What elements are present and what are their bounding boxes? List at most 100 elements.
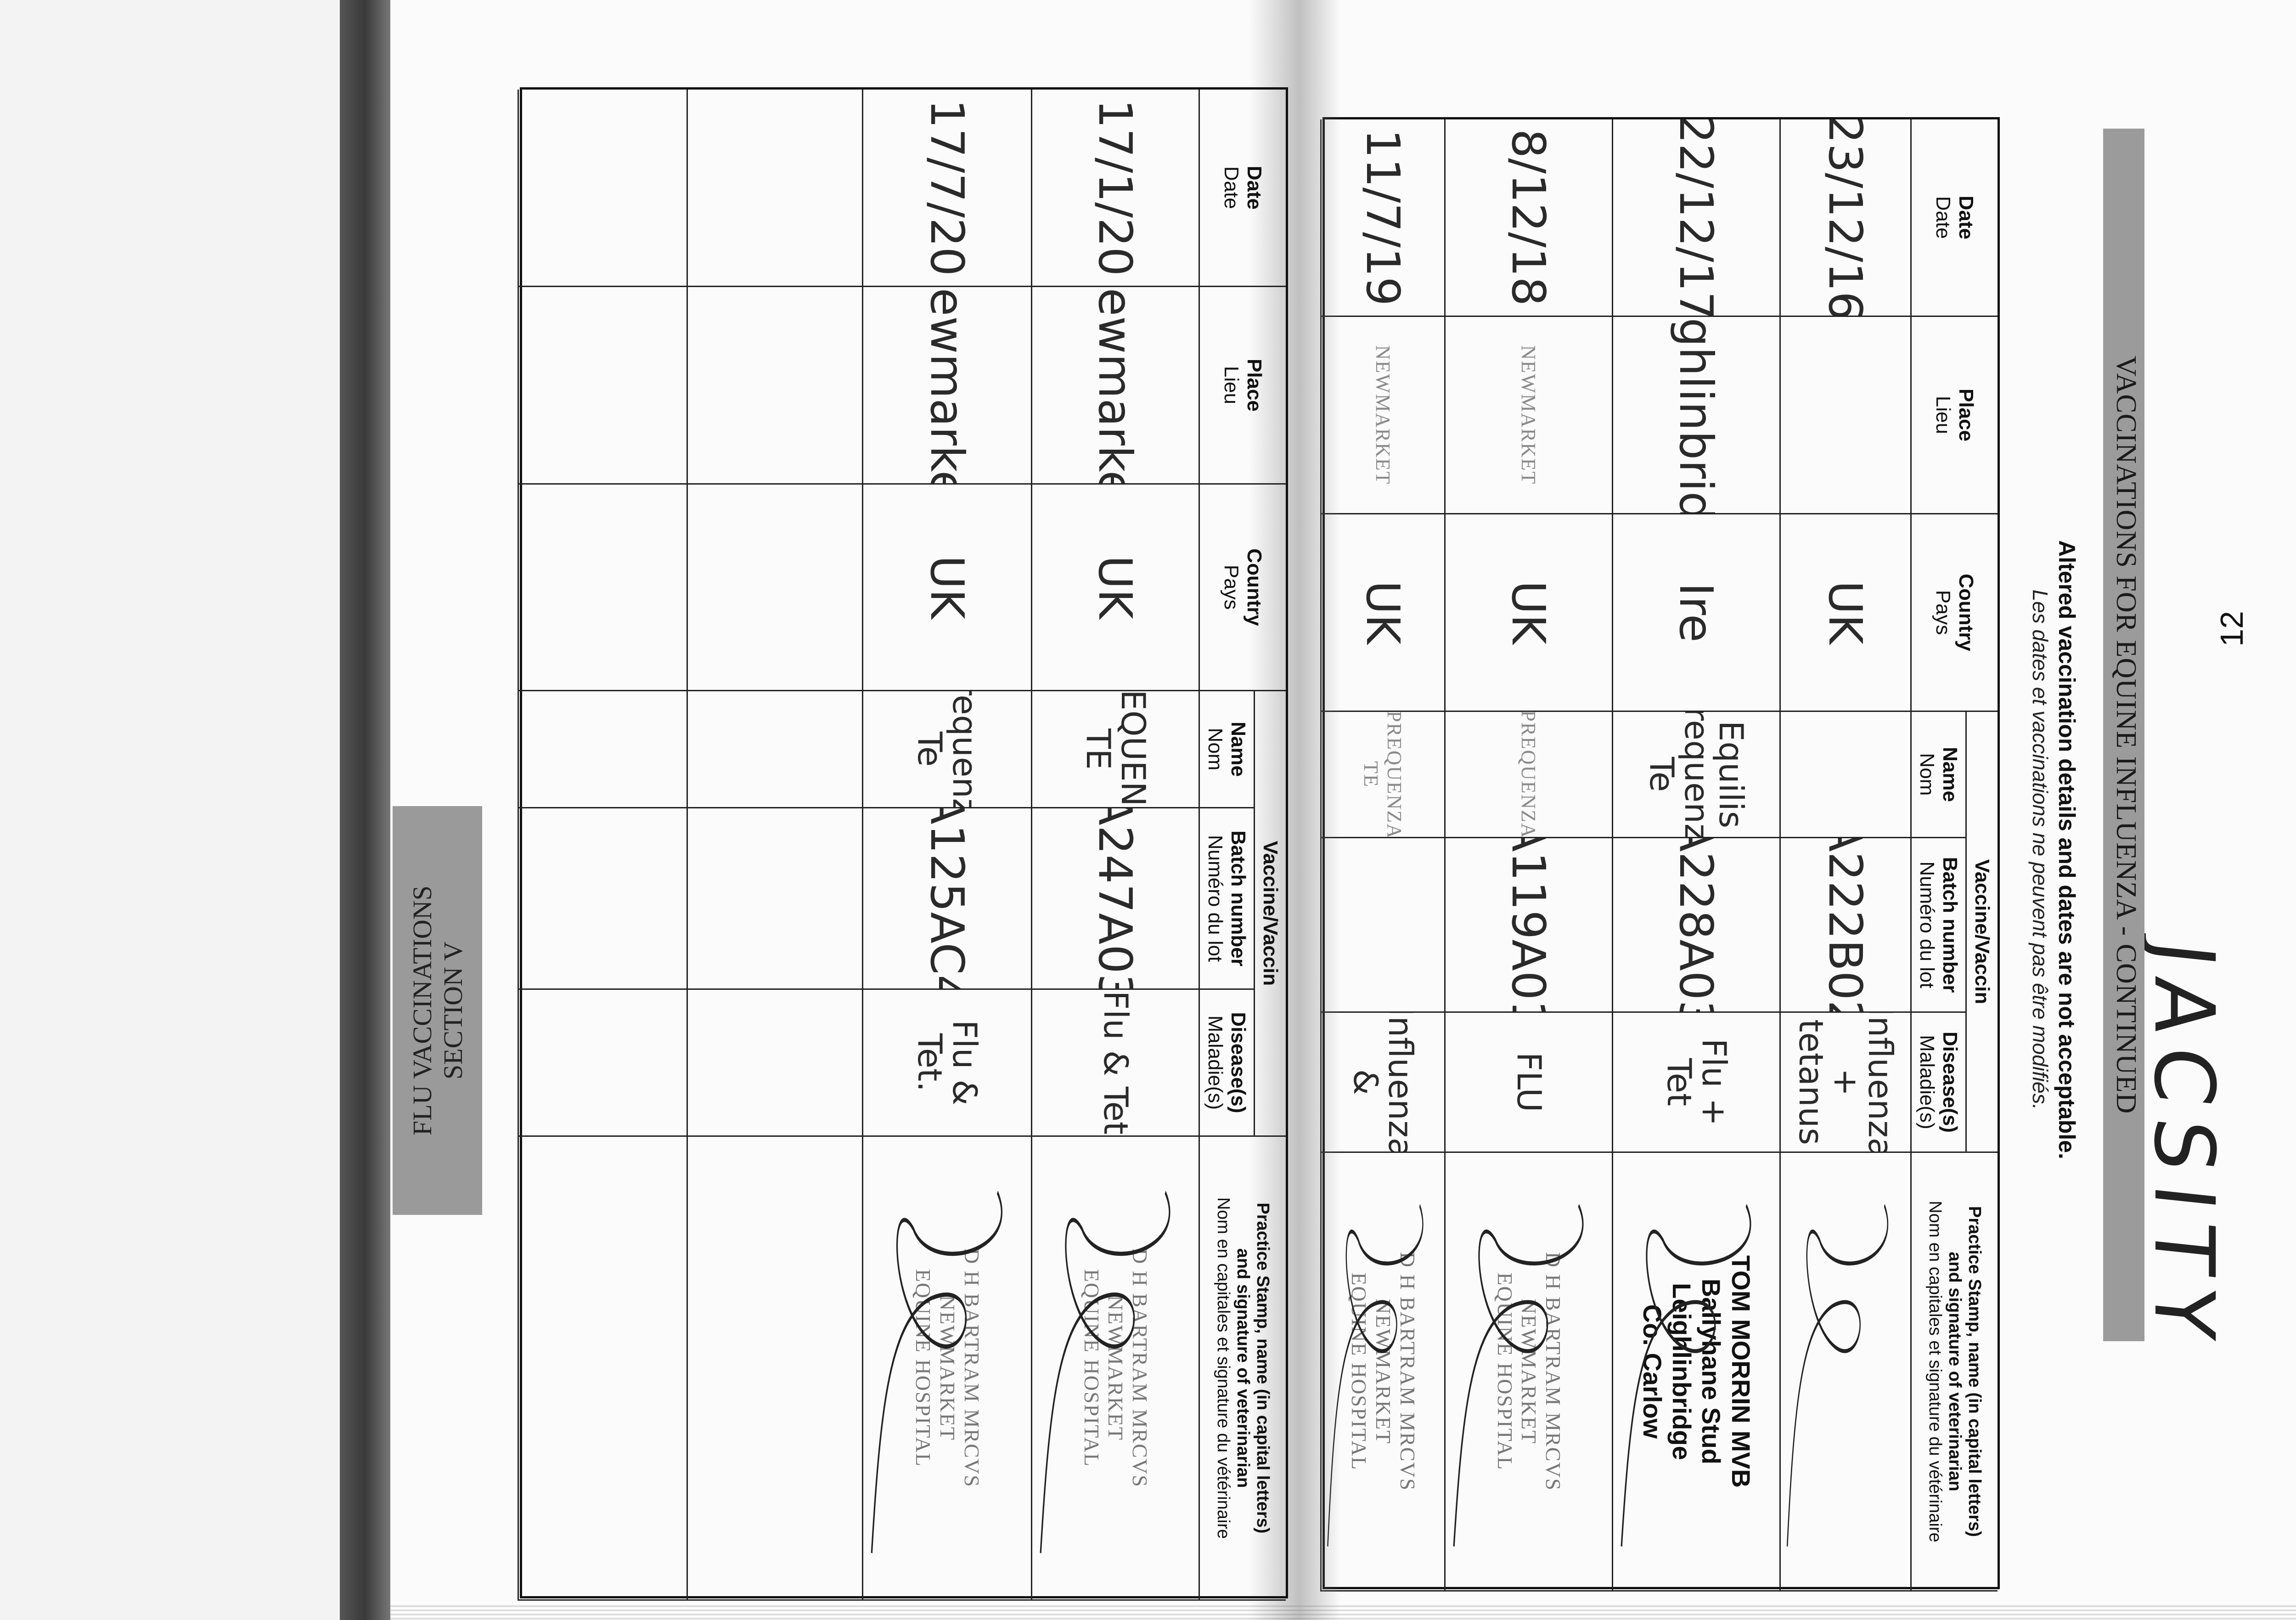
row-2-practice: D H BARTRAM MRCVS NEWMARKET EQUINE HOSPITA… xyxy=(862,1137,1031,1601)
row-1-name xyxy=(1779,712,1910,838)
row-4-batch-value xyxy=(519,808,687,988)
row-1-practice xyxy=(1779,1153,1910,1592)
page-title: VACCINATIONS FOR EQUINE INFLUENZA - CONT… xyxy=(2110,356,2142,1114)
row-2-disease-value: Flu + Tet xyxy=(1660,1038,1733,1126)
row-2-date-value: 22/12/17 xyxy=(1669,119,1723,317)
row-4-name xyxy=(518,691,687,808)
header-place-label-1: Lieu xyxy=(1932,395,1955,435)
header-disease-label-1: Maladie(s) xyxy=(1916,1035,1939,1129)
handwritten-horse-name: JACSITY xyxy=(2136,937,2232,1357)
veterinarian-signature xyxy=(1621,1204,1751,1547)
row-1-batch: A247A03 xyxy=(1031,808,1199,990)
section-tab-line-1: FLU VACCINATIONS xyxy=(407,885,437,1136)
row-1-place: Newmarket xyxy=(1031,287,1199,485)
header-batch: Batch number Numéro du lot xyxy=(1199,808,1254,990)
row-3-batch-value: A119A01 xyxy=(1502,838,1556,1013)
row-2-country-value: Ire xyxy=(1669,582,1723,643)
section-tab: FLU VACCINATIONS SECTION V xyxy=(393,806,482,1215)
row-1-date: 23/12/16 xyxy=(1779,119,1910,317)
row-2-name-value: Prequenza Te xyxy=(911,691,985,808)
row-2-batch-value: A125AC4 xyxy=(920,808,974,990)
header-country-label-0: Country xyxy=(1955,574,1978,651)
header-disease: Disease(s) Maladie(s) xyxy=(1910,1013,1965,1153)
row-1-disease: Flu & Tet xyxy=(1031,990,1199,1137)
header-batch-label-0: Batch number xyxy=(1939,857,1962,993)
veterinarian-signature xyxy=(1327,1204,1424,1547)
row-2-practice: TOM MORRIN MVB Ballyhane Stud Leighlinbrid… xyxy=(1612,1153,1779,1592)
header-country-label-1: Pays xyxy=(1932,590,1955,635)
header-practice-label-1: and signature of veterinarian xyxy=(1233,1248,1253,1488)
row-1-country-value: UK xyxy=(1088,555,1142,619)
header-date-label-1: Date xyxy=(1932,196,1955,239)
veterinarian-signature xyxy=(1453,1204,1584,1547)
row-4-country-value xyxy=(519,485,687,690)
row-3-disease-value xyxy=(688,990,862,1135)
header-country: Country Pays xyxy=(1910,514,1998,712)
row-2-country-value: UK xyxy=(920,555,974,619)
header-batch-label-0: Batch number xyxy=(1227,830,1250,966)
row-1-date-value: 23/12/16 xyxy=(1818,119,1873,317)
header-practice-label-2: Nom en capitales et signature du vétérin… xyxy=(1214,1197,1233,1539)
row-2-name: Prequenza Te xyxy=(862,691,1031,808)
row-2-date-value: 17/7/20 xyxy=(920,99,974,277)
row-3-practice xyxy=(687,1137,862,1601)
header-country-label-0: Country xyxy=(1243,548,1266,626)
header-name-label-1: Nom xyxy=(1916,753,1939,796)
header-place-label-1: Lieu xyxy=(1220,366,1243,405)
header-vaccine-label: Vaccine/Vaccin xyxy=(1971,859,1994,1005)
row-3-practice: D H BARTRAM MRCVS NEWMARKET EQUINE HOSPITA… xyxy=(1444,1153,1612,1592)
row-4-name-value xyxy=(519,691,687,807)
row-3-batch xyxy=(687,808,862,990)
row-4-disease xyxy=(518,990,687,1137)
row-4-practice xyxy=(518,1137,687,1601)
row-1-batch-value: A222B02 xyxy=(1818,838,1873,1013)
row-2-country: Ire xyxy=(1612,514,1779,712)
row-3-country: UK xyxy=(1444,514,1612,712)
header-batch-label-1: Numéro du lot xyxy=(1204,835,1227,962)
header-name: Name Nom xyxy=(1910,712,1965,838)
row-2-country: UK xyxy=(862,485,1031,691)
row-1-date-value: 17/1/20 xyxy=(1088,99,1142,277)
header-practice-label-0: Practice Stamp, name (in capital letters… xyxy=(1965,1206,1984,1537)
header-name: Name Nom xyxy=(1199,691,1254,808)
header-date-label-1: Date xyxy=(1220,166,1243,209)
book-spine xyxy=(340,0,390,1620)
row-3-date-value xyxy=(688,90,862,286)
header-disease-label-0: Disease(s) xyxy=(1939,1031,1962,1133)
row-3-place: NEWMARKET xyxy=(1444,317,1612,514)
row-4-date-value xyxy=(519,90,687,286)
header-country-label-1: Pays xyxy=(1220,564,1243,610)
row-3-place-value: NEWMARKET xyxy=(1517,345,1540,485)
row-1-place-value xyxy=(1781,317,1910,513)
vaccination-table-page-13: Date Date Place Lieu Country Pays Name Nom Batch… xyxy=(518,87,1288,1601)
header-vaccine-label: Vaccine/Vaccin xyxy=(1259,841,1282,986)
row-2-place: Newmarket xyxy=(862,287,1031,485)
veterinarian-signature xyxy=(1786,1204,1888,1547)
section-tab-line-2: SECTION V xyxy=(438,941,468,1080)
header-batch: Batch number Numéro du lot xyxy=(1910,838,1965,1013)
row-3-date-value: 8/12/18 xyxy=(1502,129,1556,306)
row-2-batch-value: A228A03 xyxy=(1669,838,1723,1013)
warning-text-fr: Les dates et vaccinations ne peuvent pas… xyxy=(2028,589,2052,1110)
row-4-date xyxy=(518,90,687,287)
row-1-place-value: Newmarket xyxy=(1088,287,1142,485)
row-1-disease-value: Flu & Tet xyxy=(1096,990,1135,1135)
row-3-country-value: UK xyxy=(1502,581,1556,644)
row-3-name-value xyxy=(688,691,862,807)
row-3-disease xyxy=(687,990,862,1137)
row-2-batch: A125AC4 xyxy=(862,808,1031,990)
warning-text: Altered vaccination details and dates ar… xyxy=(2054,540,2080,1159)
row-1-country-value: UK xyxy=(1818,581,1873,644)
row-1-country: UK xyxy=(1779,514,1910,712)
header-name-label-0: Name xyxy=(1939,747,1962,802)
header-disease: Disease(s) Maladie(s) xyxy=(1199,990,1254,1137)
vaccination-table-page-12: Date Date Place Lieu Country Pays Name Nom Batch… xyxy=(1320,117,2000,1592)
row-3-date xyxy=(687,90,862,287)
header-practice-label-0: Practice Stamp, name (in capital letters… xyxy=(1253,1202,1272,1534)
row-1-disease-value: Influenza + tetanus xyxy=(1792,1013,1900,1153)
veterinarian-signature xyxy=(871,1191,1002,1554)
row-3-disease-value: FLU xyxy=(1509,1052,1548,1112)
scanner-background xyxy=(0,0,340,1620)
header-place-label-0: Place xyxy=(1243,359,1266,412)
header-disease-label-1: Maladie(s) xyxy=(1204,1015,1227,1110)
